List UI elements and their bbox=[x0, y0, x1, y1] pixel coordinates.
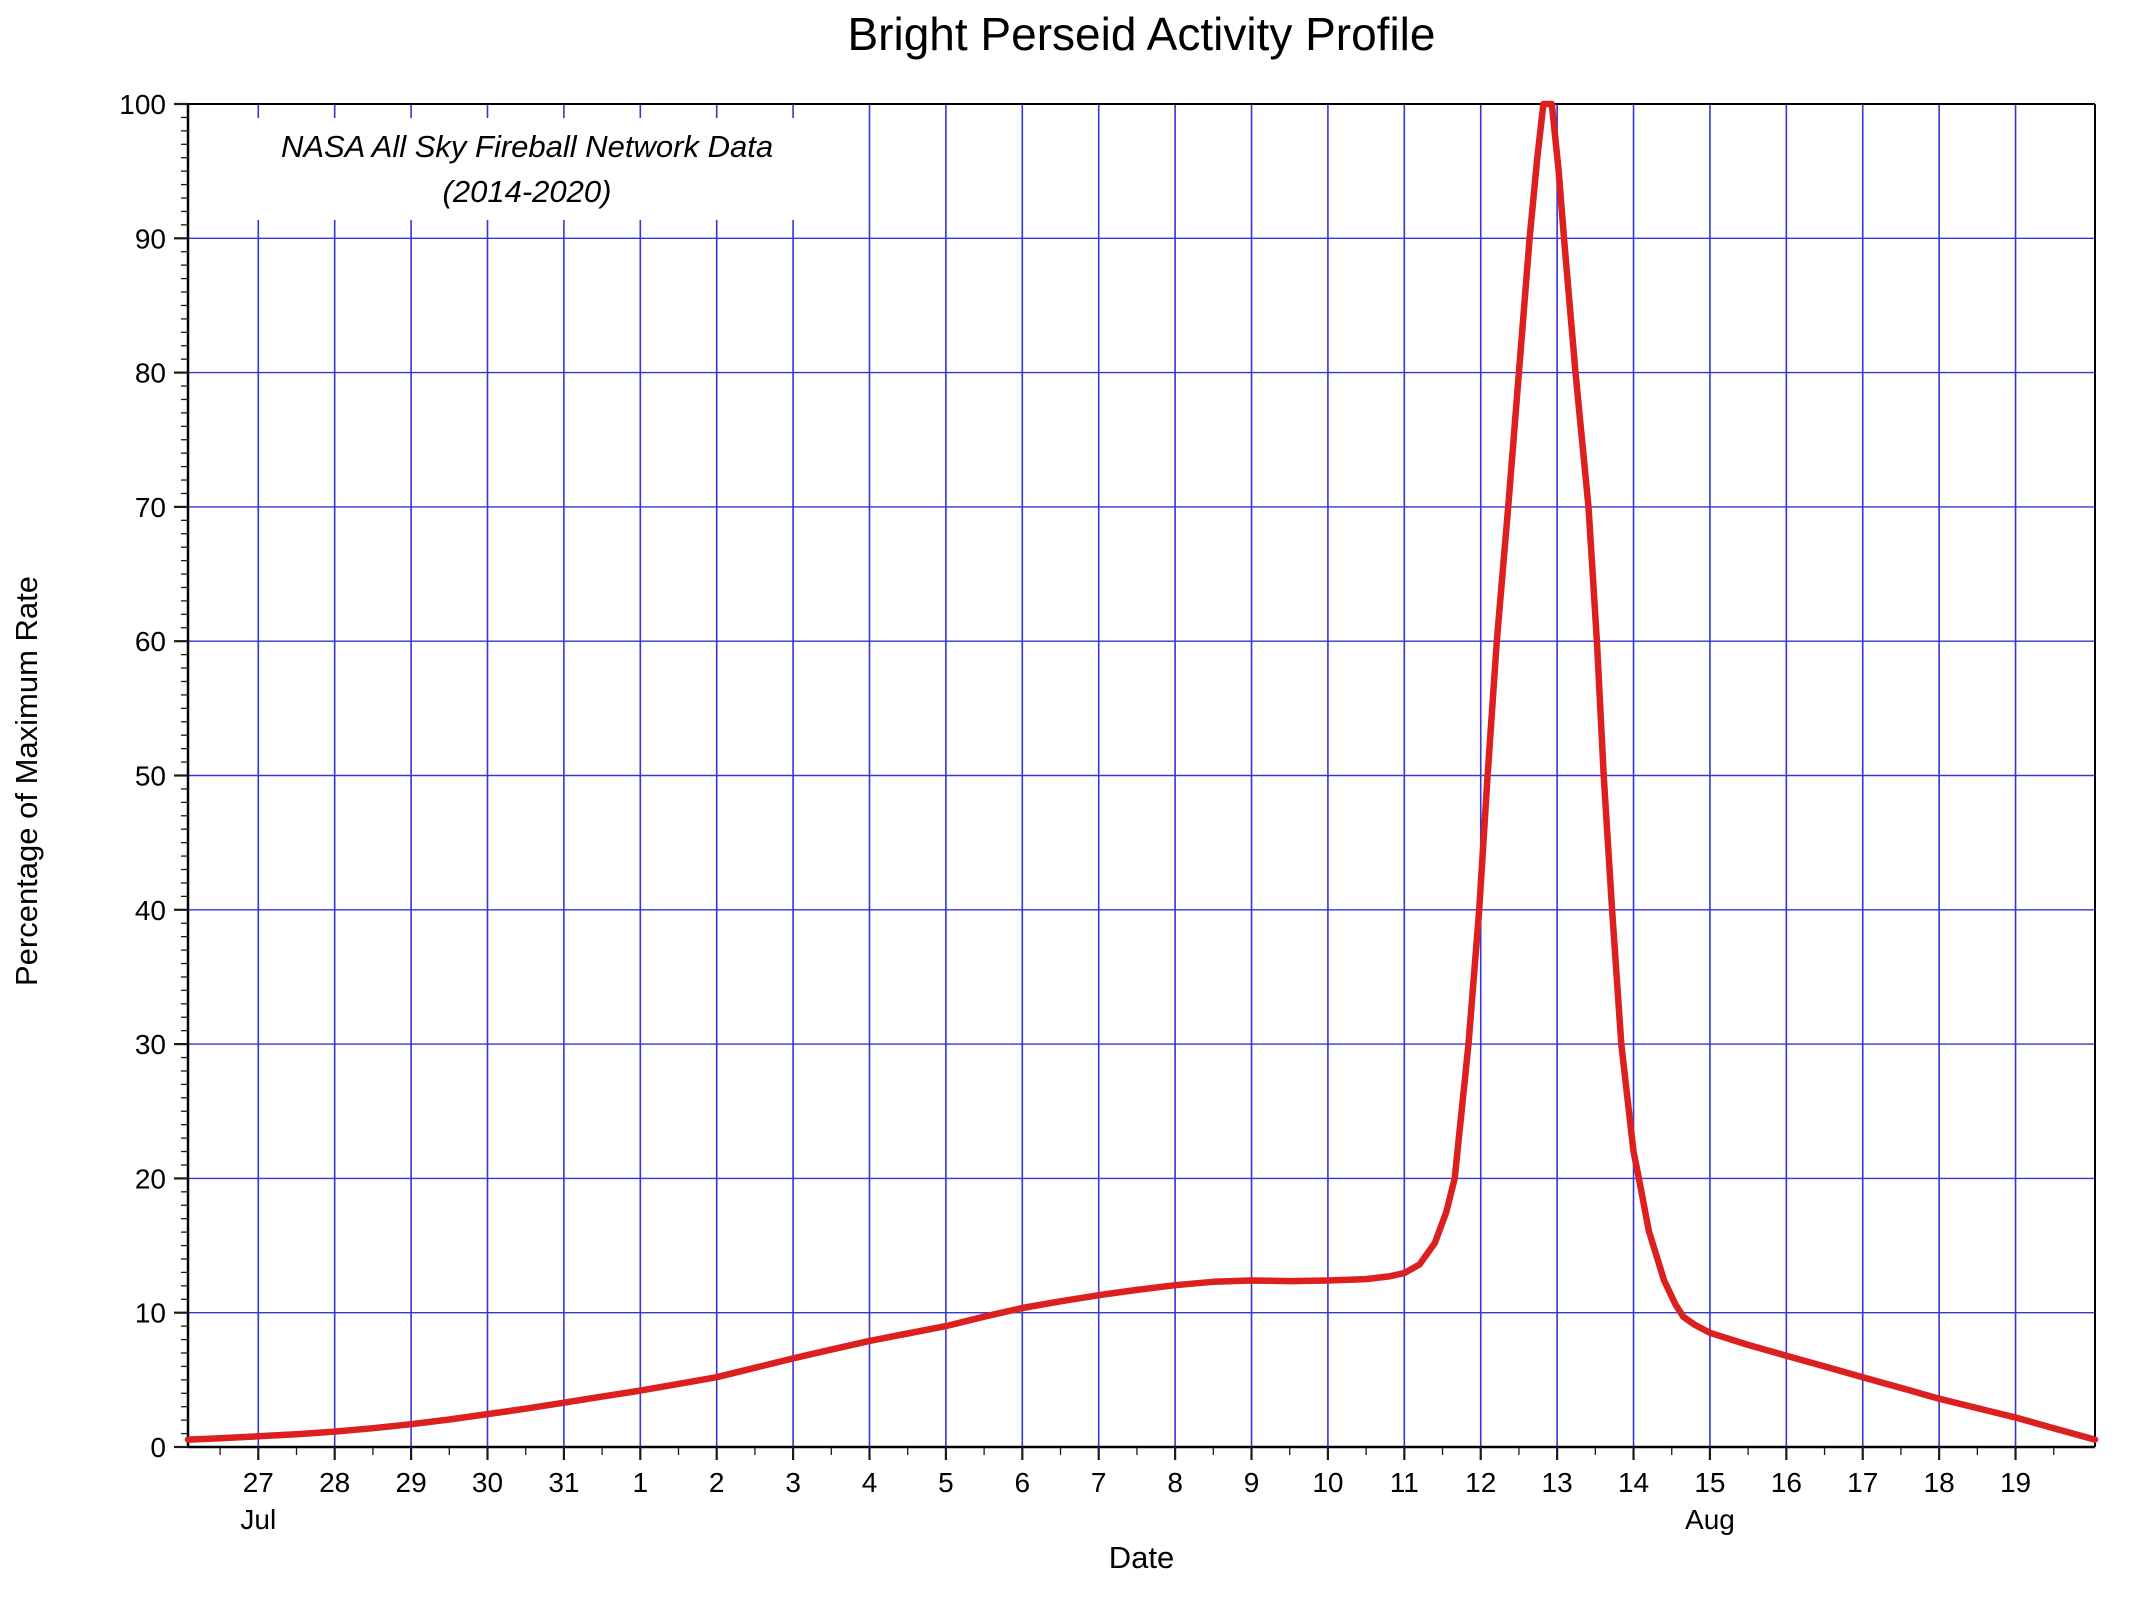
annotation-line-2: (2014-2020) bbox=[442, 174, 612, 209]
x-tick-label: 4 bbox=[862, 1467, 878, 1498]
x-tick-label: 18 bbox=[1924, 1467, 1955, 1498]
y-tick-label: 30 bbox=[135, 1029, 166, 1060]
annotation-line-1: NASA All Sky Fireball Network Data bbox=[280, 129, 774, 164]
x-tick-label: 13 bbox=[1542, 1467, 1573, 1498]
x-tick-label: 19 bbox=[2000, 1467, 2031, 1498]
y-axis-title: Percentage of Maximum Rate bbox=[9, 575, 44, 987]
x-month-label: Jul bbox=[240, 1504, 276, 1535]
x-tick-label: 9 bbox=[1244, 1467, 1260, 1498]
x-tick-label: 3 bbox=[785, 1467, 801, 1498]
x-tick-label: 28 bbox=[319, 1467, 350, 1498]
x-tick-label: 30 bbox=[472, 1467, 503, 1498]
x-tick-label: 29 bbox=[396, 1467, 427, 1498]
y-tick-label: 70 bbox=[135, 492, 166, 523]
y-tick-label: 50 bbox=[135, 761, 166, 792]
activity-curve bbox=[184, 100, 2099, 1443]
x-tick-label: 7 bbox=[1091, 1467, 1107, 1498]
x-tick-label: 8 bbox=[1167, 1467, 1183, 1498]
x-tick-label: 5 bbox=[938, 1467, 954, 1498]
y-tick-label: 90 bbox=[135, 223, 166, 254]
x-tick-label: 15 bbox=[1694, 1467, 1725, 1498]
x-tick-label: 31 bbox=[548, 1467, 579, 1498]
x-tick-label: 14 bbox=[1618, 1467, 1649, 1498]
data-source-annotation: NASA All Sky Fireball Network Data (2014… bbox=[212, 118, 842, 220]
x-tick-label: 1 bbox=[633, 1467, 649, 1498]
y-tick-label: 40 bbox=[135, 895, 166, 926]
x-tick-label: 11 bbox=[1390, 1467, 1419, 1498]
y-tick-label: 20 bbox=[135, 1163, 166, 1194]
x-tick-label: 10 bbox=[1312, 1467, 1343, 1498]
chart-title: Bright Perseid Activity Profile bbox=[847, 8, 1436, 60]
x-tick-label: 6 bbox=[1015, 1467, 1031, 1498]
x-tick-label: 17 bbox=[1847, 1467, 1878, 1498]
y-tick-label: 0 bbox=[150, 1432, 166, 1463]
y-tick-label: 80 bbox=[135, 358, 166, 389]
y-tick-label: 10 bbox=[135, 1298, 166, 1329]
y-tick-label: 100 bbox=[119, 89, 166, 120]
x-axis-title: Date bbox=[1108, 1540, 1175, 1575]
x-month-label: Aug bbox=[1685, 1504, 1735, 1535]
y-tick-label: 60 bbox=[135, 626, 166, 657]
x-tick-label: 27 bbox=[243, 1467, 274, 1498]
x-tick-label: 16 bbox=[1771, 1467, 1802, 1498]
x-tick-label: 2 bbox=[709, 1467, 725, 1498]
x-tick-label: 12 bbox=[1465, 1467, 1496, 1498]
